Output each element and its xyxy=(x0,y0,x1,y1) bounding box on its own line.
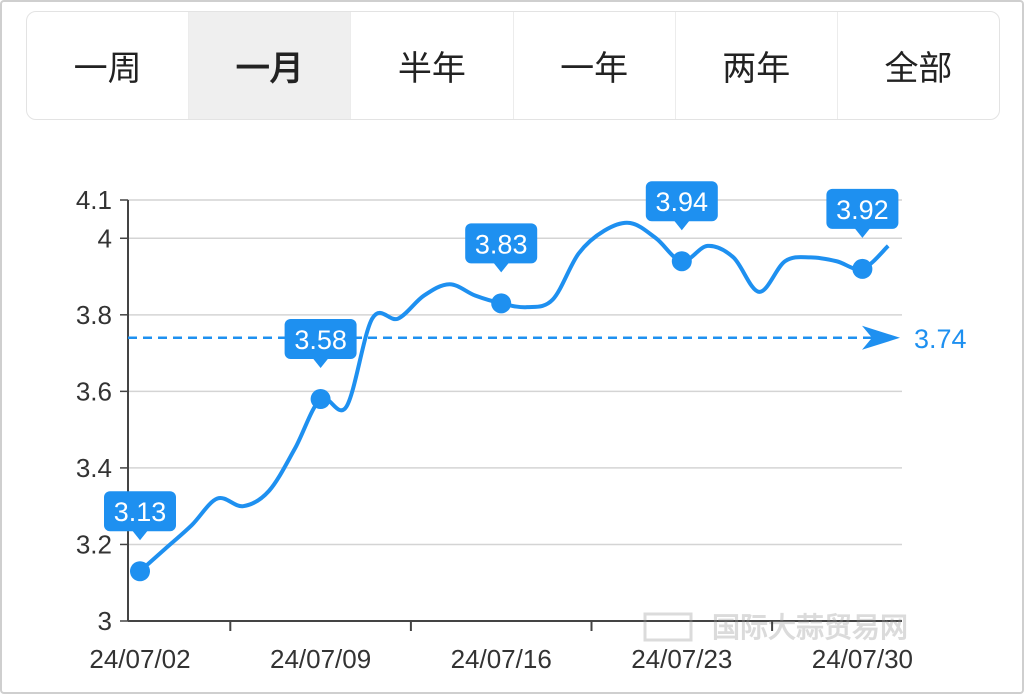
y-tick-label: 4 xyxy=(98,223,112,253)
value-callout xyxy=(826,188,899,229)
data-line xyxy=(138,220,890,573)
callout-pointer xyxy=(312,358,329,369)
tab[interactable]: 两年 xyxy=(676,12,838,119)
value-callout xyxy=(284,319,357,360)
value-callout xyxy=(104,491,176,532)
tab[interactable]: 半年 xyxy=(351,12,514,119)
reference-arrow xyxy=(862,325,900,350)
y-tick-label: 3.6 xyxy=(76,376,112,406)
x-tick-label: 24/07/09 xyxy=(270,644,371,674)
tab[interactable]: 一周 xyxy=(27,12,190,119)
tab[interactable]: 全部 xyxy=(884,49,953,89)
callout-pointer xyxy=(493,262,510,273)
watermark-logo xyxy=(643,612,693,642)
data-point xyxy=(491,293,512,314)
tab-bar: 一周 一月 半年 一年 两年 全部 xyxy=(26,11,1000,120)
reference-label: 3.74 xyxy=(914,324,967,354)
watermark: 国际大蒜贸易网 xyxy=(643,612,908,643)
callout-pointer xyxy=(673,220,690,231)
y-tick-label: 3 xyxy=(98,606,112,636)
value-label: 3.83 xyxy=(475,229,528,259)
y-tick-label: 3.4 xyxy=(76,453,112,483)
data-point xyxy=(310,389,331,410)
x-tick-label: 24/07/30 xyxy=(812,644,913,674)
callout-pointer xyxy=(854,227,871,238)
data-point xyxy=(130,561,150,582)
x-tick-label: 24/07/16 xyxy=(451,644,552,674)
value-label: 3.94 xyxy=(656,187,709,217)
x-tick-label: 24/07/02 xyxy=(89,644,190,674)
watermark-text: 国际大蒜贸易网 xyxy=(712,612,908,643)
data-point xyxy=(671,251,692,272)
y-tick-label: 3.2 xyxy=(76,529,112,559)
value-callout xyxy=(465,223,538,264)
tab[interactable]: 一年 xyxy=(514,12,676,119)
y-tick-label: 3.8 xyxy=(76,300,112,330)
data-point xyxy=(852,258,873,279)
callout-pointer xyxy=(132,530,148,541)
x-tick-label: 24/07/23 xyxy=(631,644,732,674)
value-callout xyxy=(645,181,718,222)
tab[interactable]: 一月 xyxy=(189,12,352,119)
value-label: 3.13 xyxy=(114,497,167,527)
value-label: 3.92 xyxy=(836,195,889,225)
value-label: 3.58 xyxy=(294,325,347,355)
y-tick-label: 4.1 xyxy=(76,185,112,215)
